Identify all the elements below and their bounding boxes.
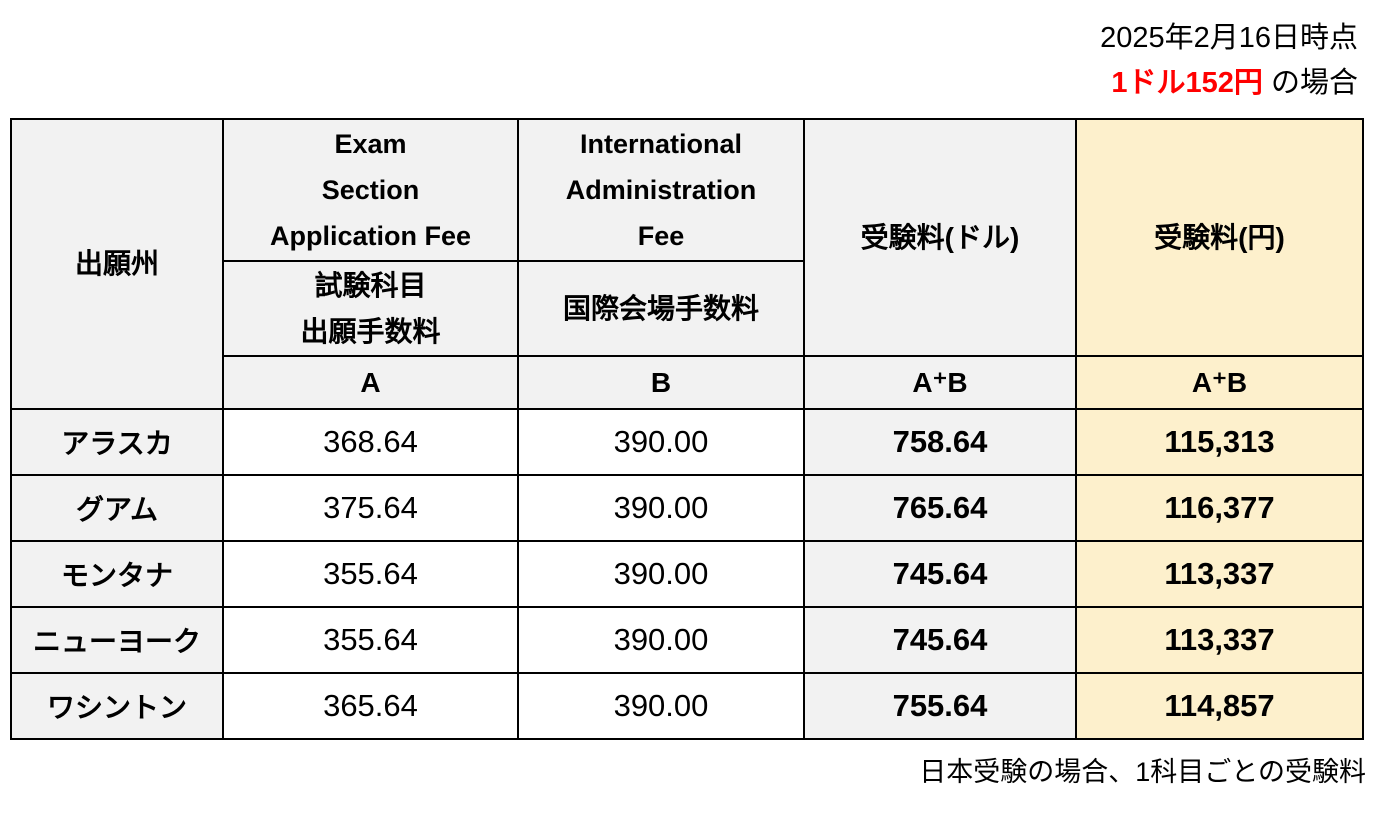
table-row-newyork: ニューヨーク 355.64 390.00 745.64 113,337 xyxy=(10,606,1364,674)
fee-b: 390.00 xyxy=(517,540,805,608)
header-row-english: 出願州 Exam Section Application Fee Interna… xyxy=(10,118,1364,410)
header-jpy-total: 受験料(円) xyxy=(1075,118,1364,357)
rate-value: 1ドル152円 xyxy=(1111,67,1263,99)
table-row-montana: モンタナ 355.64 390.00 745.64 113,337 xyxy=(10,540,1364,608)
header-intl-fee-en: International Administration Fee xyxy=(517,118,805,262)
table-row-washington: ワシントン 365.64 390.00 755.64 114,857 xyxy=(10,672,1364,740)
as-of-date: 2025年2月16日時点 xyxy=(1100,22,1358,54)
header-letter-b: B xyxy=(517,355,805,410)
fee-b: 390.00 xyxy=(517,408,805,476)
fee-usd-total: 745.64 xyxy=(803,606,1077,674)
fee-jpy-total: 115,313 xyxy=(1075,408,1364,476)
fee-b: 390.00 xyxy=(517,606,805,674)
header-state: 出願州 xyxy=(10,118,224,410)
fee-a: 355.64 xyxy=(222,606,519,674)
rate-suffix: の場合 xyxy=(1262,67,1358,99)
footer-note: 日本受験の場合、1科目ごとの受験料 xyxy=(919,757,1366,787)
fee-a: 368.64 xyxy=(222,408,519,476)
header-row-letters: A B A⁺B A⁺B xyxy=(11,355,1364,410)
fee-jpy-total: 116,377 xyxy=(1075,474,1364,542)
header-row-japanese: 試験科目 出願手数料 国際会場手数料 xyxy=(11,260,1363,357)
fee-usd-total: 745.64 xyxy=(803,540,1077,608)
state-name: モンタナ xyxy=(10,540,224,608)
exchange-rate-note: 2025年2月16日時点 1ドル152円 の場合 xyxy=(1100,16,1358,106)
fee-a: 365.64 xyxy=(222,672,519,740)
fee-a: 355.64 xyxy=(222,540,519,608)
header-exam-fee-ja: 試験科目 出願手数料 xyxy=(222,260,519,357)
state-name: グアム xyxy=(10,474,224,542)
fee-jpy-total: 113,337 xyxy=(1075,540,1364,608)
header-letter-ab-usd: A⁺B xyxy=(803,355,1077,410)
fee-usd-total: 755.64 xyxy=(803,672,1077,740)
state-name: アラスカ xyxy=(10,408,224,476)
table-row-guam: グアム 375.64 390.00 765.64 116,377 xyxy=(10,474,1364,542)
header-intl-fee-ja: 国際会場手数料 xyxy=(517,260,805,357)
fee-a: 375.64 xyxy=(222,474,519,542)
fee-usd-total: 765.64 xyxy=(803,474,1077,542)
state-name: ワシントン xyxy=(10,672,224,740)
fee-jpy-total: 114,857 xyxy=(1075,672,1364,740)
header-exam-fee-en: Exam Section Application Fee xyxy=(222,118,519,262)
header-letter-ab-jpy: A⁺B xyxy=(1075,355,1364,410)
table-row-alaska: アラスカ 368.64 390.00 758.64 115,313 xyxy=(10,408,1364,476)
fee-jpy-total: 113,337 xyxy=(1075,606,1364,674)
rate-line: 1ドル152円 の場合 xyxy=(1100,61,1358,106)
fee-usd-total: 758.64 xyxy=(803,408,1077,476)
fee-b: 390.00 xyxy=(517,474,805,542)
fee-table: 出願州 Exam Section Application Fee Interna… xyxy=(10,118,1364,740)
header-letter-a: A xyxy=(222,355,519,410)
state-name: ニューヨーク xyxy=(10,606,224,674)
header-usd-total: 受験料(ドル) xyxy=(803,118,1077,357)
fee-b: 390.00 xyxy=(517,672,805,740)
